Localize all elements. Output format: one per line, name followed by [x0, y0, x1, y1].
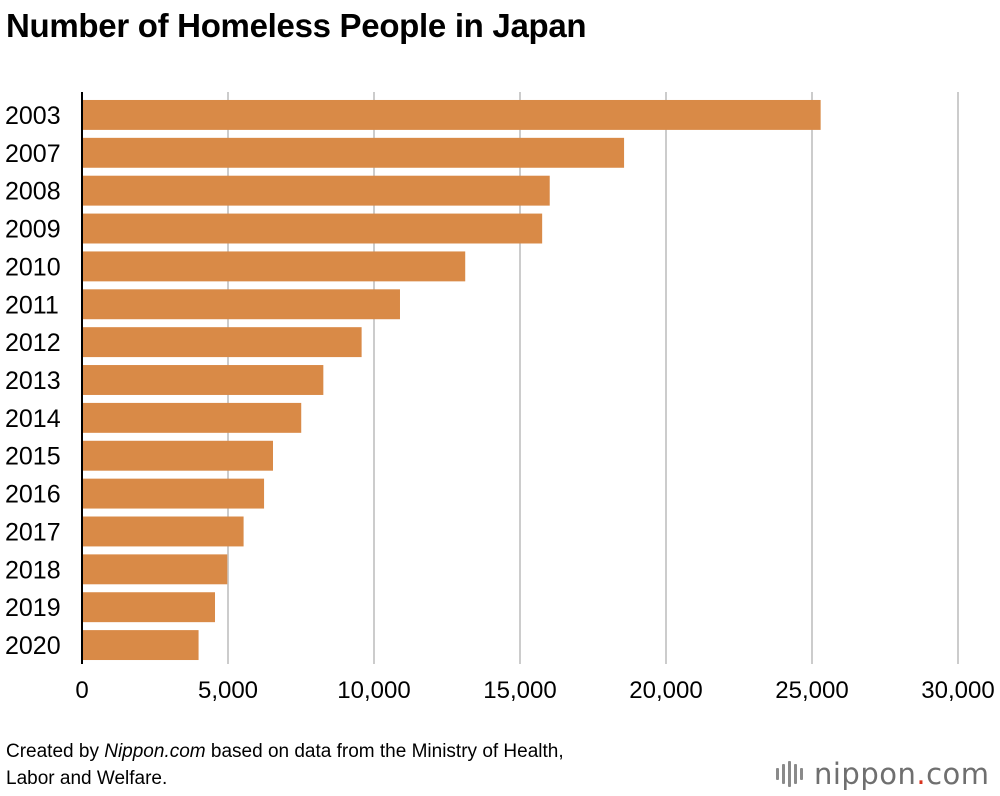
logo-tld: com — [926, 757, 990, 791]
bar — [82, 478, 265, 509]
bar — [82, 630, 199, 661]
bar — [82, 289, 400, 320]
bar — [82, 516, 244, 547]
logo-dot: . — [916, 757, 927, 791]
y-category-label: 2019 — [5, 594, 61, 622]
y-category-label: 2016 — [5, 481, 61, 509]
y-category-label: 2010 — [5, 253, 61, 281]
chart-title: Number of Homeless People in Japan — [6, 7, 587, 44]
source-note: Created by Nippon.com based on data from… — [6, 738, 564, 792]
x-tick-label: 25,000 — [775, 677, 848, 704]
nippon-logo: nippon. com — [776, 757, 990, 791]
bar — [82, 365, 324, 395]
y-category-label: 2012 — [5, 329, 61, 357]
source-site: Nippon.com — [104, 741, 206, 762]
logo-bars-icon — [776, 761, 806, 787]
bar-chart: 0 5,000 10,000 15,000 20,000 25,000 30,000 2003… — [5, 92, 995, 704]
bar — [82, 137, 625, 168]
bar — [82, 99, 821, 130]
y-category-label: 2020 — [5, 632, 61, 660]
bar — [82, 592, 216, 623]
bar — [82, 175, 550, 206]
y-category-label: 2003 — [5, 102, 61, 130]
y-category-label: 2008 — [5, 178, 61, 206]
bar — [82, 327, 362, 358]
y-category-label: 2011 — [5, 291, 59, 319]
x-tick-label: 10,000 — [337, 677, 410, 704]
x-tick-label: 20,000 — [629, 677, 702, 704]
bar — [82, 251, 466, 282]
bar — [82, 554, 228, 585]
y-category-label: 2017 — [5, 518, 61, 546]
y-category-label: 2007 — [5, 140, 61, 168]
y-category-label: 2018 — [5, 556, 61, 584]
y-category-label: 2013 — [5, 367, 61, 395]
logo-word: nippon — [814, 757, 917, 791]
y-category-label: 2014 — [5, 405, 61, 433]
x-tick-label: 30,000 — [921, 677, 994, 704]
bar — [82, 213, 543, 244]
source-prefix: Created by — [6, 741, 105, 762]
x-tick-label: 0 — [75, 677, 88, 704]
source-suffix: based on data from the Ministry of Healt… — [6, 741, 564, 789]
y-category-label: 2009 — [5, 216, 61, 244]
bar — [82, 440, 273, 471]
x-tick-label: 5,000 — [198, 677, 258, 704]
bar — [82, 402, 302, 433]
y-category-label: 2015 — [5, 443, 61, 471]
x-tick-label: 15,000 — [483, 677, 556, 704]
